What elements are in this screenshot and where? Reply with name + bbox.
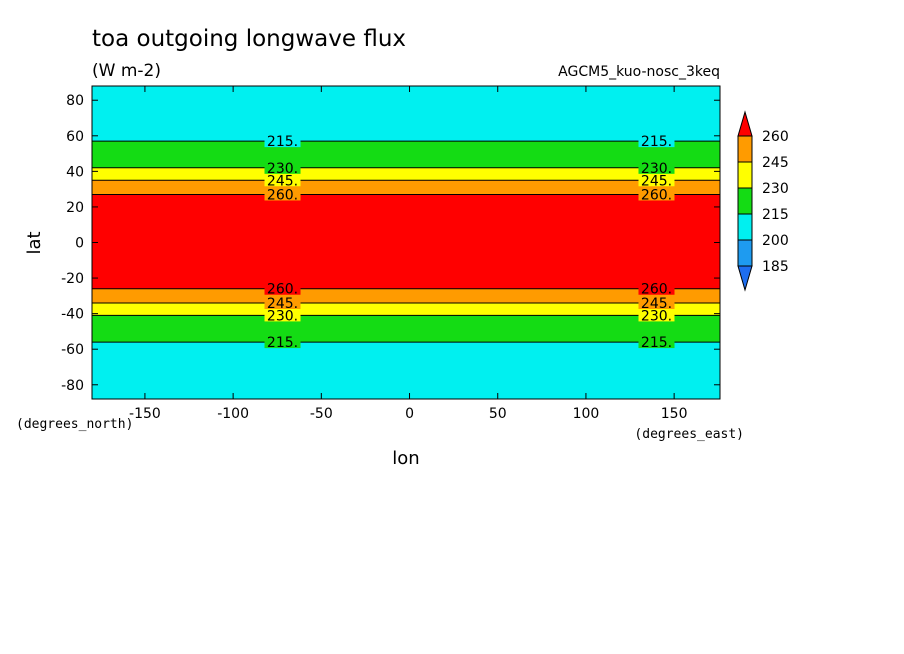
contour-label-layer: 215. 215.230. 230.245. 245.260. 260.260. 260.… — [264, 134, 675, 351]
x-tick-label: 50 — [489, 406, 507, 422]
y-tick-label: -20 — [61, 271, 84, 287]
contour-label-bg — [638, 282, 675, 295]
colorbar-label: 200 — [762, 233, 789, 249]
contour-label-bg — [264, 336, 301, 349]
contour-fill-layer — [92, 86, 720, 399]
contour-band — [92, 167, 720, 181]
contour-label-bg — [638, 135, 675, 148]
contour-label-bg — [264, 135, 301, 148]
contour-band — [92, 180, 720, 195]
contour-label: 215. — [641, 335, 672, 351]
contour-label: 245. — [641, 173, 672, 189]
x-axis-label: lon — [392, 448, 419, 469]
y-tick-label: 20 — [66, 200, 84, 216]
colorbar-segment — [737, 187, 753, 215]
colorbar-label: 230 — [762, 181, 789, 197]
contour-label: 230. — [267, 161, 298, 177]
contour-label: 230. — [641, 161, 672, 177]
contour-label-bg — [264, 282, 301, 295]
contour-label: 245. — [267, 296, 298, 312]
contour-label-bg — [638, 336, 675, 349]
x-tick-label: -150 — [129, 406, 161, 422]
contour-band — [92, 141, 720, 168]
x-tick-label: 0 — [405, 406, 414, 422]
x-tick-label: -50 — [310, 406, 333, 422]
y-tick-label: 80 — [66, 93, 84, 109]
contour-label-bg — [638, 309, 675, 322]
contour-label: 260. — [641, 187, 672, 203]
y-tick-label: -60 — [61, 342, 84, 358]
colorbar-segment — [737, 161, 753, 189]
contour-label: 260. — [641, 282, 672, 298]
chart-units: (W m-2) — [92, 61, 161, 81]
y-axis-label: lat — [24, 231, 45, 254]
contour-label: 215. — [641, 134, 672, 150]
colorbar-label: 215 — [762, 207, 789, 223]
x-tick-label: -100 — [217, 406, 249, 422]
y-tick-label: 40 — [66, 164, 84, 180]
chart-title: toa outgoing longwave flux — [92, 26, 406, 52]
contour-band — [92, 315, 720, 343]
y-tick-label: -40 — [61, 307, 84, 323]
colorbar-label: 245 — [762, 155, 789, 171]
contour-band — [92, 194, 720, 289]
contour-label-bg — [264, 309, 301, 322]
dataset-label: AGCM5_kuo-nosc_3keq — [558, 64, 720, 80]
contour-label: 215. — [267, 335, 298, 351]
contour-label-bg — [264, 188, 301, 201]
colorbar-segment — [737, 135, 753, 163]
contour-label-bg — [264, 161, 301, 174]
contour-band — [92, 342, 720, 399]
contour-band — [92, 86, 720, 142]
contour-label: 260. — [267, 282, 298, 298]
contour-label: 245. — [641, 296, 672, 312]
colorbar-segment — [737, 265, 753, 292]
contour-label-bg — [638, 188, 675, 201]
contour-line-layer — [92, 140, 720, 343]
y-axis-units: (degrees_north) — [16, 417, 133, 432]
contour-label-bg — [638, 161, 675, 174]
y-tick-label: 60 — [66, 129, 84, 145]
x-axis: -150 -100 -50 0 50 100 150 — [129, 86, 688, 422]
x-tick-label: 150 — [661, 406, 688, 422]
colorbar-segment — [737, 239, 753, 267]
colorbar-label: 260 — [762, 129, 789, 145]
colorbar-label: 185 — [762, 259, 789, 275]
contour-band — [92, 302, 720, 316]
contour-label-bg — [264, 174, 301, 187]
y-axis: -80 -60 -40 -20 0 20 40 60 80 — [61, 93, 720, 394]
colorbar: 260 245 230 215 200 185 — [737, 110, 789, 292]
contour-label-bg — [638, 174, 675, 187]
contour-label: 215. — [267, 134, 298, 150]
contour-label: 230. — [641, 308, 672, 324]
x-axis-units: (degrees_east) — [634, 427, 744, 442]
contour-label: 260. — [267, 187, 298, 203]
contour-label: 245. — [267, 173, 298, 189]
colorbar-segment — [737, 110, 753, 137]
y-tick-label: 0 — [75, 236, 84, 252]
y-tick-label: -80 — [61, 378, 84, 394]
contour-label-bg — [264, 296, 301, 309]
colorbar-segment — [737, 213, 753, 241]
contour-label-bg — [638, 296, 675, 309]
contour-label: 230. — [267, 308, 298, 324]
contour-band — [92, 288, 720, 303]
x-tick-label: 100 — [573, 406, 600, 422]
